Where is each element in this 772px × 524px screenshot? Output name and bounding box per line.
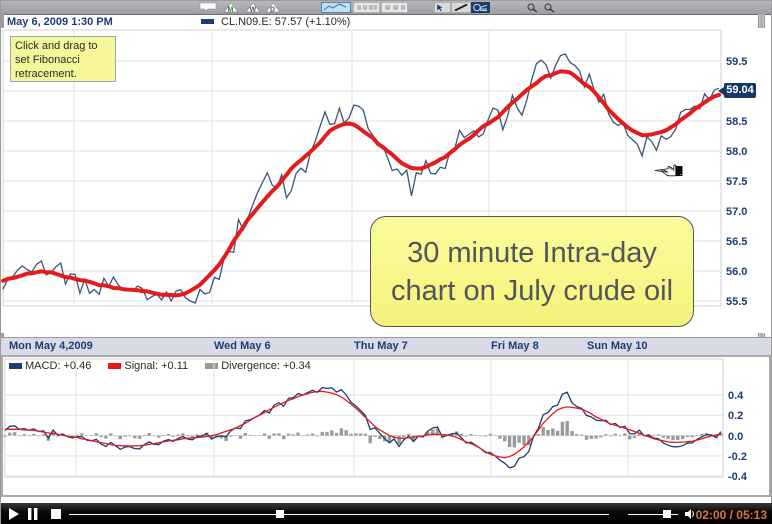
svg-text:58.5: 58.5 xyxy=(726,116,747,128)
svg-text:57.5: 57.5 xyxy=(726,176,747,188)
svg-text:55.5: 55.5 xyxy=(726,296,747,308)
svg-text:0.2: 0.2 xyxy=(728,410,743,422)
svg-text:-0.2: -0.2 xyxy=(728,451,747,463)
svg-text:0.4: 0.4 xyxy=(728,390,744,402)
svg-text:56.5: 56.5 xyxy=(726,236,747,248)
svg-text:W: W xyxy=(250,7,257,14)
svg-text:57.0: 57.0 xyxy=(726,206,747,218)
svg-text:58.0: 58.0 xyxy=(726,146,747,158)
svg-text:D: D xyxy=(270,7,275,14)
svg-text:-0.4: -0.4 xyxy=(728,471,748,483)
svg-text:56.0: 56.0 xyxy=(726,266,747,278)
svg-text:0.0: 0.0 xyxy=(728,431,743,443)
svg-text:M: M xyxy=(228,7,234,14)
svg-text:59.5: 59.5 xyxy=(726,56,747,68)
